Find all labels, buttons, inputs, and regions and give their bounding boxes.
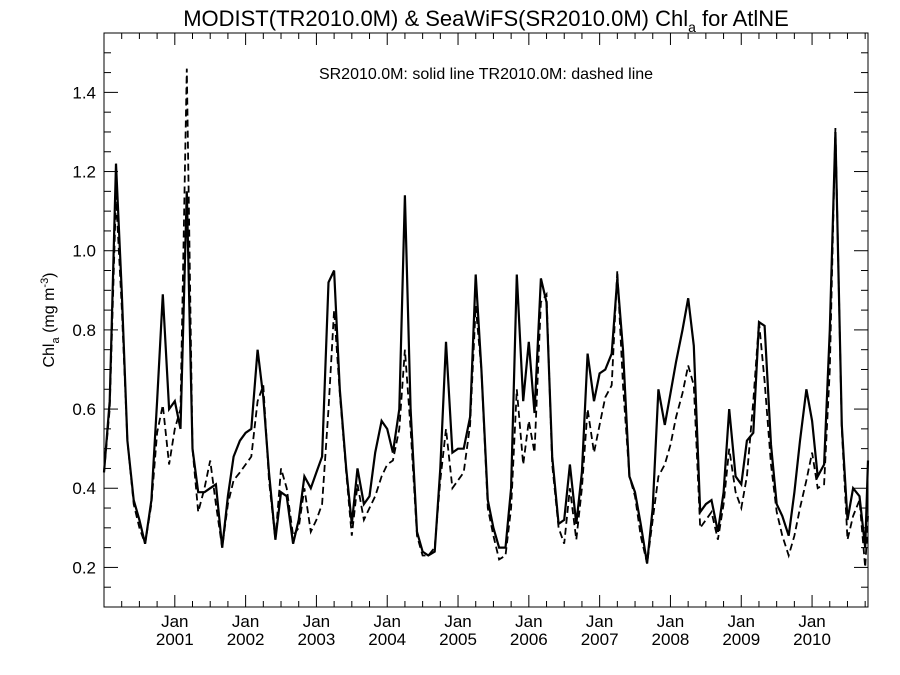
x-tick-month-label: Jan	[798, 612, 825, 631]
y-tick-label: 0.2	[72, 558, 96, 577]
chart-title: MODIST(TR2010.0M) & SeaWiFS(SR2010.0M) C…	[183, 6, 789, 35]
ylabel-unit-suffix: )	[41, 272, 58, 277]
title-subscript: a	[688, 19, 696, 35]
x-tick-month-label: Jan	[657, 612, 684, 631]
x-tick-month-label: Jan	[303, 612, 330, 631]
x-tick-year-label: 2001	[156, 630, 194, 649]
ylabel-subscript: a	[50, 337, 62, 344]
y-tick-label: 0.8	[72, 321, 96, 340]
x-tick-month-label: Jan	[444, 612, 471, 631]
legend-annotation: SR2010.0M: solid line TR2010.0M: dashed …	[319, 66, 653, 83]
ylabel-main: Chl	[41, 344, 58, 368]
x-tick-year-label: 2003	[298, 630, 336, 649]
x-tick-year-label: 2006	[510, 630, 548, 649]
x-tick-year-label: 2005	[439, 630, 477, 649]
plot-frame	[103, 32, 869, 608]
title-suffix: for AtlNE	[696, 6, 789, 31]
y-tick-label: 1.0	[72, 242, 96, 261]
x-tick-year-label: 2008	[652, 630, 690, 649]
x-tick-month-label: Jan	[161, 612, 188, 631]
x-tick-year-label: 2010	[793, 630, 831, 649]
x-tick-month-label: Jan	[586, 612, 613, 631]
series-line-solid	[102, 131, 870, 564]
x-tick-year-label: 2007	[581, 630, 619, 649]
series-group	[102, 68, 870, 568]
x-tick-month-label: Jan	[232, 612, 259, 631]
x-tick-month-label: Jan	[728, 612, 755, 631]
title-main: MODIST(TR2010.0M) & SeaWiFS(SR2010.0M) C…	[183, 6, 688, 31]
y-tick-label: 1.2	[72, 163, 96, 182]
y-tick-label: 0.6	[72, 400, 96, 419]
ylabel-unit-superscript: -3	[39, 278, 51, 288]
x-tick-month-label: Jan	[374, 612, 401, 631]
x-tick-month-label: Jan	[515, 612, 542, 631]
axis-ticks: 0.20.40.60.81.01.21.4Jan2001Jan2002Jan20…	[72, 32, 868, 649]
x-tick-year-label: 2004	[368, 630, 406, 649]
x-tick-year-label: 2009	[722, 630, 760, 649]
y-tick-label: 1.4	[72, 83, 96, 102]
y-tick-label: 0.4	[72, 479, 96, 498]
series-line-dashed	[103, 68, 869, 568]
x-tick-year-label: 2002	[227, 630, 265, 649]
y-axis-label: Chla (mg m-3)	[39, 272, 62, 367]
ylabel-unit-prefix: (mg m	[41, 288, 58, 338]
